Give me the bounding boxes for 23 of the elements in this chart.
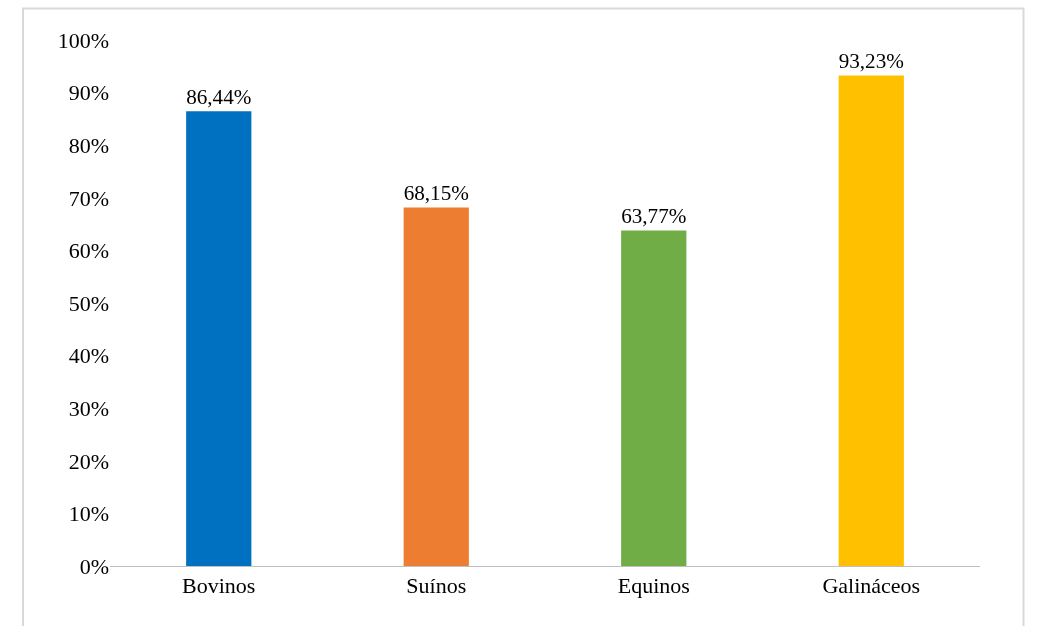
bar (186, 111, 252, 566)
y-tick-label: 90% (68, 80, 109, 106)
bar (621, 230, 687, 566)
data-label: 93,23% (838, 48, 904, 73)
y-tick-label: 80% (68, 132, 109, 158)
data-label: 63,77% (621, 203, 687, 228)
x-tick-label: Suínos (406, 573, 467, 599)
y-tick-label: 0% (79, 553, 109, 579)
y-tick-label: 30% (68, 395, 109, 421)
bar (838, 75, 904, 566)
y-tick-label: 70% (68, 185, 109, 211)
y-tick-label: 50% (68, 290, 109, 316)
y-tick-label: 100% (57, 27, 109, 53)
y-tick-label: 20% (68, 448, 109, 474)
x-tick-label: Bovinos (182, 573, 256, 599)
y-tick-label: 10% (68, 501, 109, 527)
y-tick-label: 60% (68, 238, 109, 264)
x-tick-label: Galináceos (822, 573, 921, 599)
data-label: 86,44% (186, 84, 252, 109)
bar (403, 207, 469, 566)
data-label: 68,15% (403, 180, 469, 205)
y-tick-label: 40% (68, 343, 109, 369)
x-tick-label: Equinos (617, 573, 690, 599)
